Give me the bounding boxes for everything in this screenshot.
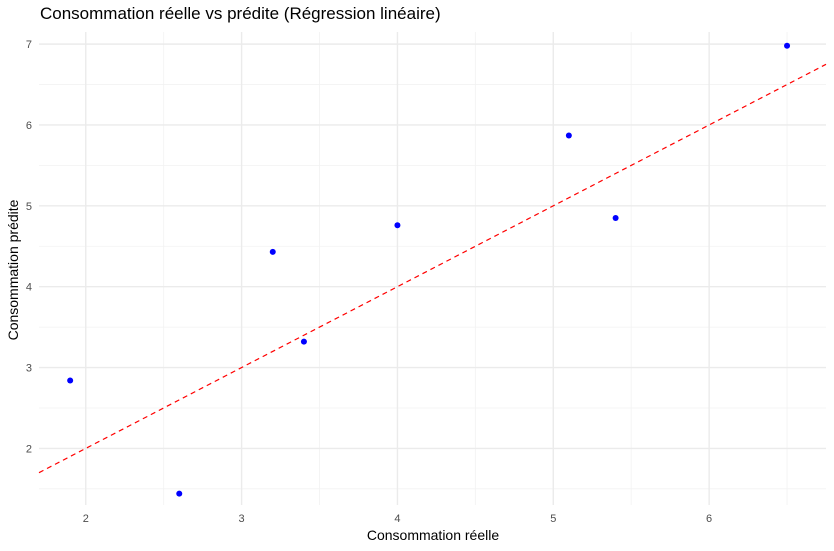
data-point bbox=[394, 222, 401, 229]
y-axis-title: Consommation prédite bbox=[5, 199, 21, 340]
data-point bbox=[176, 490, 183, 497]
y-tick-label: 4 bbox=[26, 282, 32, 294]
y-tick-label: 5 bbox=[26, 201, 32, 213]
x-axis-title: Consommation réelle bbox=[367, 527, 499, 543]
reference-line bbox=[38, 63, 827, 474]
grid-major bbox=[39, 32, 826, 505]
x-tick-label: 2 bbox=[83, 513, 89, 525]
data-point bbox=[300, 338, 307, 345]
data-point bbox=[612, 214, 619, 221]
data-point bbox=[784, 42, 791, 49]
reference-line-group bbox=[38, 63, 827, 474]
x-tick-label: 6 bbox=[706, 513, 712, 525]
x-tick-label: 4 bbox=[394, 513, 400, 525]
x-tick-label: 5 bbox=[550, 513, 556, 525]
y-tick-label: 6 bbox=[26, 120, 32, 132]
data-point bbox=[565, 132, 572, 139]
y-tick-labels: 2 3 4 5 6 7 bbox=[26, 39, 32, 455]
points-group bbox=[67, 42, 791, 497]
data-point bbox=[269, 248, 276, 255]
grid-minor bbox=[39, 32, 826, 505]
y-tick-label: 2 bbox=[26, 443, 32, 455]
y-tick-label: 7 bbox=[26, 39, 32, 51]
data-point bbox=[67, 377, 74, 384]
y-tick-label: 3 bbox=[26, 363, 32, 375]
x-tick-labels: 2 3 4 5 6 bbox=[83, 513, 712, 525]
chart-title: Consommation réelle vs prédite (Régressi… bbox=[40, 4, 441, 23]
x-tick-label: 3 bbox=[239, 513, 245, 525]
